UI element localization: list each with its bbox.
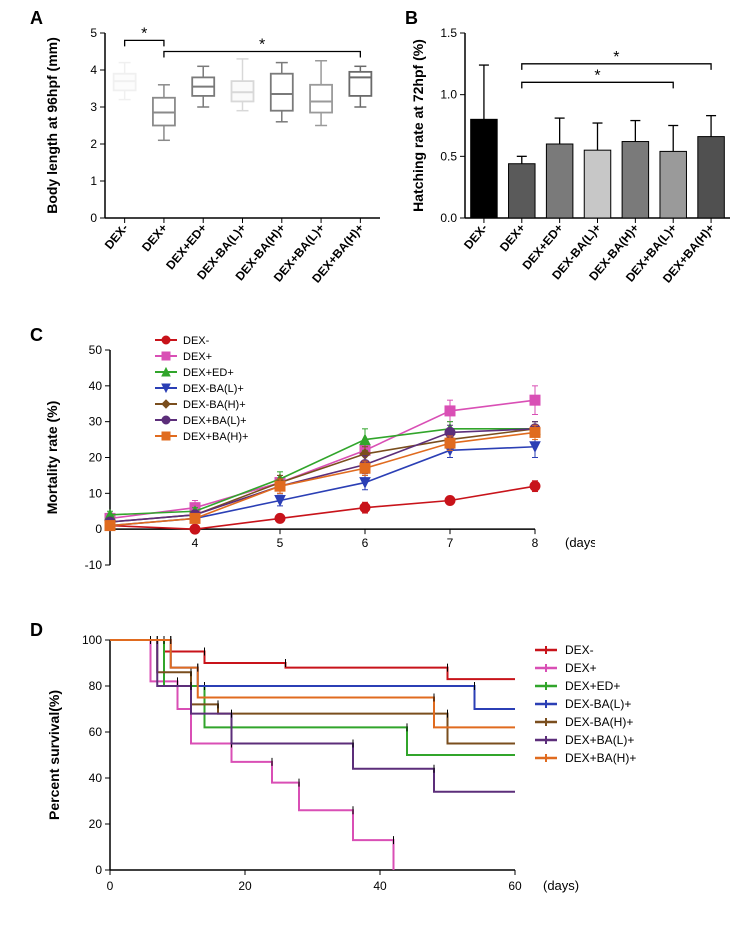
svg-text:Mortality rate (%): Mortality rate (%) [44,401,60,515]
svg-text:2: 2 [90,137,97,151]
svg-text:DEX-: DEX- [183,335,210,347]
svg-text:DEX+ED+: DEX+ED+ [565,679,620,693]
svg-text:Body length at 96hpf (mm): Body length at 96hpf (mm) [44,37,60,214]
panel-b-barplot: 0.0 0.5 1.0 1.5 Hatching rate at 72hpf (%) DE… [405,18,745,318]
svg-text:Hatching rate at 72hpf (%): Hatching rate at 72hpf (%) [410,39,426,212]
svg-text:5: 5 [277,536,284,550]
svg-text:0.0: 0.0 [440,211,457,225]
svg-text:100: 100 [82,633,102,647]
svg-text:0: 0 [95,863,102,877]
svg-text:DEX-: DEX- [102,221,131,252]
svg-text:50: 50 [89,343,103,357]
svg-text:4: 4 [90,63,97,77]
svg-text:6: 6 [362,536,369,550]
panel-c-lineplot: -10 0 10 20 30 40 50 4 5 6 7 8 (days) Mortality rate … [35,330,595,610]
svg-text:DEX+BA(H)+: DEX+BA(H)+ [565,751,636,765]
svg-text:0: 0 [95,522,102,536]
svg-text:DEX-BA(L)+: DEX-BA(L)+ [183,383,244,395]
svg-text:20: 20 [238,879,252,893]
panel-d-survival: 0 20 40 60 80 100 0 20 40 60 (days) Percent surviva… [35,625,715,925]
svg-text:20: 20 [89,817,103,831]
svg-text:*: * [141,25,147,42]
svg-text:60: 60 [89,725,103,739]
svg-text:0: 0 [107,879,114,893]
svg-text:*: * [613,49,619,66]
figure-container: { "labels":{ "A":"A","B":"B","C":"C","D"… [0,0,753,932]
svg-text:DEX-: DEX- [565,643,594,657]
svg-text:40: 40 [89,379,103,393]
svg-text:DEX+ED+: DEX+ED+ [183,367,234,379]
svg-text:1.0: 1.0 [440,88,457,102]
svg-text:40: 40 [373,879,387,893]
svg-text:*: * [259,37,265,54]
svg-text:DEX+: DEX+ [497,221,528,254]
svg-text:-10: -10 [85,558,103,572]
svg-text:80: 80 [89,679,103,693]
svg-text:DEX+BA(H)+: DEX+BA(H)+ [183,431,248,443]
svg-text:Percent survival(%): Percent survival(%) [46,690,62,820]
svg-text:*: * [594,67,600,84]
svg-text:DEX+: DEX+ [565,661,597,675]
svg-text:60: 60 [508,879,522,893]
svg-text:(days): (days) [543,878,579,893]
svg-text:30: 30 [89,415,103,429]
svg-text:20: 20 [89,451,103,465]
svg-text:3: 3 [90,100,97,114]
svg-text:40: 40 [89,771,103,785]
svg-text:10: 10 [89,486,103,500]
svg-text:0.5: 0.5 [440,149,457,163]
svg-text:(days): (days) [565,535,595,550]
panel-a-boxplot: 012345Body length at 96hpf (mm)DEX-DEX+D… [35,18,395,318]
svg-text:7: 7 [447,536,454,550]
svg-text:4: 4 [192,536,199,550]
svg-text:1: 1 [90,174,97,188]
svg-text:DEX+BA(L)+: DEX+BA(L)+ [565,733,634,747]
svg-text:1.5: 1.5 [440,26,457,40]
svg-text:DEX-BA(H)+: DEX-BA(H)+ [565,715,633,729]
svg-text:5: 5 [90,26,97,40]
svg-text:DEX-BA(H)+: DEX-BA(H)+ [183,399,246,411]
svg-text:DEX+BA(L)+: DEX+BA(L)+ [183,415,247,427]
svg-text:DEX+: DEX+ [139,221,170,254]
svg-text:8: 8 [532,536,539,550]
svg-text:DEX-: DEX- [461,221,490,252]
svg-text:0: 0 [90,211,97,225]
svg-text:DEX+: DEX+ [183,351,212,363]
svg-text:DEX-BA(L)+: DEX-BA(L)+ [565,697,631,711]
